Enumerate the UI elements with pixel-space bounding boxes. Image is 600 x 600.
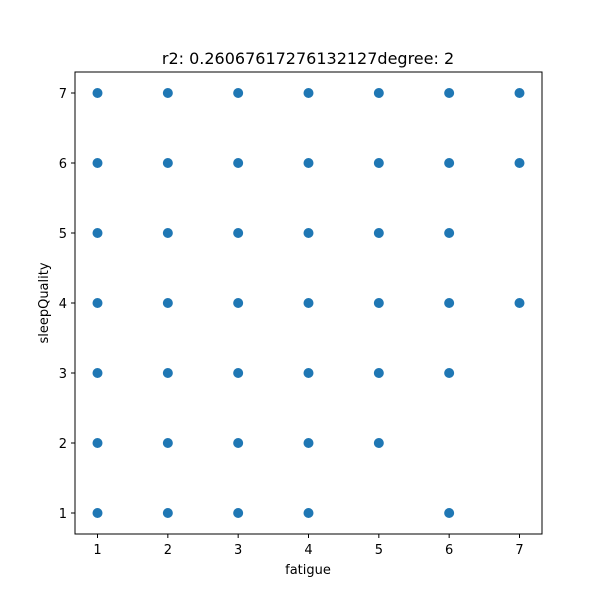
scatter-point — [373, 368, 384, 378]
x-tick-label: 5 — [375, 543, 383, 558]
scatter-point — [373, 298, 384, 308]
scatter-point — [92, 88, 103, 98]
scatter-point — [162, 228, 173, 238]
scatter-point — [514, 88, 525, 98]
x-tick-label: 3 — [234, 543, 242, 558]
y-axis-label: sleepQuality — [37, 262, 52, 343]
scatter-point — [92, 298, 103, 308]
scatter-point — [233, 158, 244, 168]
scatter-point — [303, 438, 314, 448]
scatter-point — [233, 298, 244, 308]
scatter-point — [162, 438, 173, 448]
y-tick-label: 6 — [59, 157, 67, 172]
scatter-point — [162, 298, 173, 308]
points-layer — [92, 88, 525, 518]
y-tick-label: 7 — [59, 87, 67, 102]
x-axis-label: fatigue — [285, 563, 331, 578]
scatter-point — [303, 368, 314, 378]
x-tick-label: 7 — [515, 543, 523, 558]
scatter-point — [92, 228, 103, 238]
scatter-point — [233, 438, 244, 448]
scatter-point — [303, 228, 314, 238]
scatter-point — [303, 298, 314, 308]
scatter-point — [303, 508, 314, 518]
scatter-point — [444, 88, 455, 98]
scatter-point — [233, 368, 244, 378]
x-axis-ticks: 1 2 3 4 5 6 7 — [93, 534, 524, 558]
scatter-point — [303, 158, 314, 168]
x-tick-label: 2 — [164, 543, 172, 558]
scatter-point — [233, 228, 244, 238]
chart-title: r2: 0.26067617276132127degree: 2 — [162, 49, 454, 68]
scatter-point — [373, 438, 384, 448]
scatter-point — [444, 158, 455, 168]
scatter-point — [444, 508, 455, 518]
scatter-point — [92, 158, 103, 168]
scatter-point — [233, 88, 244, 98]
scatter-point — [92, 368, 103, 378]
scatter-point — [373, 88, 384, 98]
scatter-point — [162, 158, 173, 168]
y-tick-label: 3 — [59, 367, 67, 382]
y-tick-label: 5 — [59, 227, 67, 242]
x-tick-label: 6 — [445, 543, 453, 558]
y-tick-label: 1 — [59, 507, 67, 522]
scatter-point — [233, 508, 244, 518]
x-tick-label: 1 — [93, 543, 101, 558]
scatter-point — [444, 228, 455, 238]
x-tick-label: 4 — [304, 543, 312, 558]
scatter-point — [444, 298, 455, 308]
scatter-point — [303, 88, 314, 98]
scatter-point — [444, 368, 455, 378]
y-tick-label: 2 — [59, 437, 67, 452]
y-axis-ticks: 1 2 3 4 5 6 7 — [59, 87, 75, 522]
scatter-point — [373, 228, 384, 238]
scatter-point — [514, 158, 525, 168]
scatter-point — [92, 438, 103, 448]
scatter-point — [162, 508, 173, 518]
scatter-point — [373, 158, 384, 168]
scatter-point — [514, 298, 525, 308]
scatter-point — [162, 88, 173, 98]
y-tick-label: 4 — [59, 297, 67, 312]
scatter-point — [162, 368, 173, 378]
scatter-point — [92, 508, 103, 518]
